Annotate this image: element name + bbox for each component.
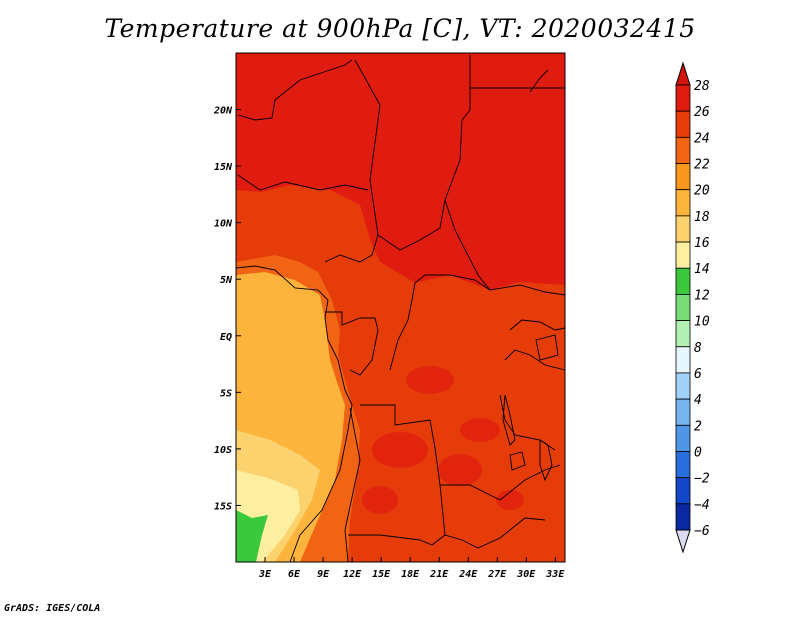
- x-tick-label: 33E: [545, 569, 565, 580]
- coastline: [529, 69, 549, 93]
- x-tick-label: 9E: [317, 569, 330, 580]
- colorbar-label: 8: [694, 341, 702, 356]
- credit-text: GrADS: IGES/COLA: [4, 603, 101, 614]
- colorbar-label: 16: [694, 236, 710, 251]
- country-borders: [235, 55, 566, 563]
- colorbar-swatch: [675, 503, 691, 531]
- colorbar-label: 24: [694, 131, 710, 146]
- y-tick-label: 5N: [220, 275, 233, 286]
- border-line: [389, 282, 416, 371]
- colorbar-swatch: [675, 346, 691, 374]
- border-line: [489, 284, 566, 296]
- border-line: [509, 319, 566, 331]
- border-line: [325, 311, 379, 376]
- colorbar-label: 20: [694, 184, 710, 199]
- colorbar-swatch: [675, 136, 691, 164]
- colorbar-swatch: [675, 398, 691, 426]
- colorbar-label: 6: [694, 367, 702, 382]
- field-patch: [406, 366, 454, 394]
- colorbar-swatch: [675, 372, 691, 400]
- colorbar-label: 10: [694, 315, 710, 330]
- border-line: [377, 199, 446, 251]
- border-line: [344, 407, 361, 563]
- border-line: [360, 404, 501, 501]
- x-tick-label: 27E: [487, 569, 507, 580]
- colorbar-label: 22: [694, 158, 710, 173]
- y-tick-label: 5S: [220, 388, 232, 399]
- x-tick-label: 15E: [372, 569, 391, 580]
- y-tick-label: 10N: [214, 219, 233, 230]
- x-tick-label: 18E: [401, 569, 420, 580]
- colorbar-swatch: [675, 110, 691, 138]
- field-patch: [460, 418, 500, 442]
- x-tick-label: 21E: [429, 569, 449, 580]
- lake-outline: [509, 451, 526, 471]
- colorbar-swatch: [675, 320, 691, 348]
- field-region-central-basin: [236, 185, 565, 562]
- colorbar-label: 4: [694, 393, 702, 408]
- colorbar-bottom-arrow: [675, 529, 691, 554]
- colorbar-label: 12: [694, 288, 710, 303]
- border-line: [324, 234, 379, 263]
- field-patch: [362, 486, 398, 514]
- colorbar-label: 0: [694, 445, 702, 460]
- colorbar-swatch: [675, 215, 691, 243]
- lake-outline: [502, 394, 516, 446]
- field-region-southern-plateau: [350, 410, 565, 562]
- colorbar-swatch: [675, 163, 691, 191]
- border-line: [444, 55, 491, 291]
- map-frame: [235, 52, 566, 563]
- colorbar-swatch: [675, 451, 691, 479]
- border-line: [237, 174, 369, 191]
- colorbar-swatch: [675, 294, 691, 321]
- border-line: [237, 59, 353, 121]
- colorbar-swatch: [675, 424, 691, 452]
- border-line: [354, 59, 381, 236]
- y-tick-label: 15S: [214, 501, 232, 512]
- border-line: [439, 484, 446, 536]
- y-tick-label: 20N: [213, 106, 233, 117]
- border-line: [414, 274, 491, 291]
- colorbar-swatch: [675, 267, 691, 295]
- coastline: [235, 265, 353, 563]
- x-tick-label: 6E: [288, 569, 301, 580]
- field-patch: [438, 454, 482, 486]
- colorbar-label: 18: [694, 210, 710, 225]
- chart-title: Temperature at 900hPa [C], VT: 202003241…: [104, 14, 696, 43]
- y-axis: 20N 15N 10N 5N EQ 5S 10S 15S: [213, 106, 241, 512]
- colorbar-label: 28: [694, 79, 710, 94]
- colorbar-label: 14: [694, 262, 710, 277]
- field-region-west-coast-transition: [236, 255, 360, 562]
- x-tick-label: 30E: [516, 569, 536, 580]
- y-tick-label: 15N: [214, 162, 233, 173]
- colorbar-top-arrow: [675, 61, 691, 86]
- colorbar-swatch: [675, 241, 691, 269]
- lake-outline: [535, 334, 559, 361]
- colorbar-label: −4: [694, 498, 710, 513]
- lake-outline: [539, 439, 553, 482]
- x-axis: 3E 6E 9E 12E 15E 18E 21E 24E 27E 30E 33E: [258, 557, 565, 580]
- border-line: [499, 464, 561, 501]
- colorbar-swatch: [675, 477, 691, 505]
- x-tick-label: 12E: [343, 569, 362, 580]
- border-line: [348, 534, 433, 546]
- field-patch: [372, 432, 428, 468]
- x-tick-label: 3E: [258, 569, 272, 580]
- colorbar-label: 2: [694, 419, 702, 434]
- colorbar-swatch: [675, 189, 691, 217]
- border-line: [504, 349, 566, 371]
- field-region-southwest-coast-cool: [236, 510, 268, 562]
- colorbar-label: 26: [694, 105, 710, 120]
- colorbar-label: −2: [694, 472, 710, 487]
- map-area: [236, 53, 565, 562]
- colorbar-label: −6: [694, 524, 710, 539]
- y-tick-label: 10S: [214, 445, 232, 456]
- x-tick-label: 24E: [458, 569, 478, 580]
- y-tick-label: EQ: [220, 332, 232, 343]
- field-patch: [496, 490, 524, 510]
- colorbar-swatch: [675, 84, 691, 112]
